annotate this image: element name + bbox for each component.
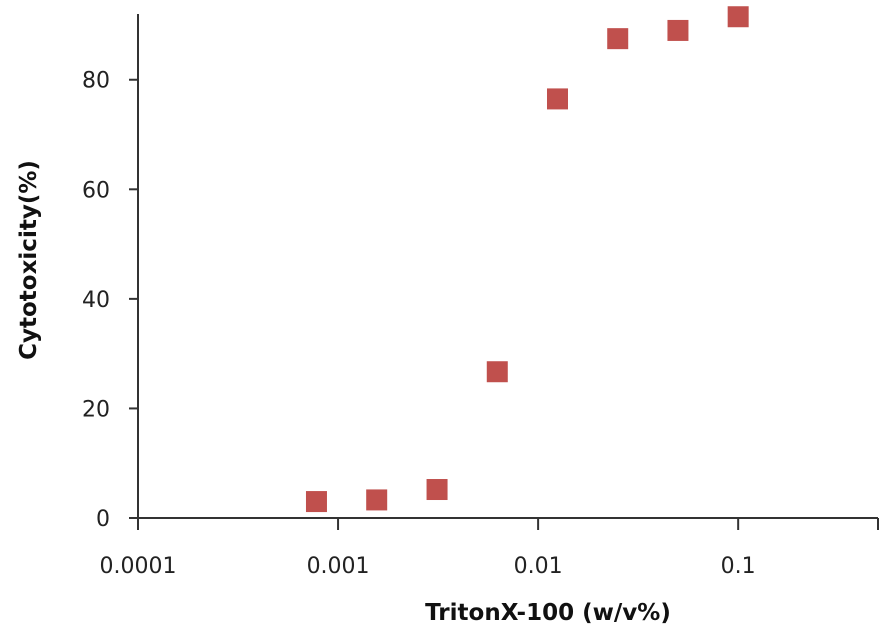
y-axis-title: Cytotoxicity(%)	[16, 160, 42, 360]
axes	[137, 14, 878, 519]
y-tick-label: 80	[82, 69, 110, 94]
x-tick-label: 0.1	[721, 554, 756, 579]
x-tick-label: 0.01	[514, 554, 563, 579]
data-point	[486, 361, 508, 383]
data-points	[305, 6, 749, 513]
ticks: 0 20 40 60 80 0.0001 0.001 0.01 0.1	[82, 69, 879, 579]
x-tick-label: 0.001	[307, 554, 370, 579]
data-point	[607, 28, 629, 50]
x-axis-title: TritonX-100 (w/v%)	[425, 600, 671, 626]
y-tick-label: 20	[82, 397, 110, 422]
y-tick-label: 0	[96, 507, 110, 532]
x-tick-label: 0.0001	[100, 554, 177, 579]
data-point	[667, 19, 689, 41]
data-point	[366, 489, 388, 511]
data-point	[546, 88, 568, 110]
data-point	[305, 491, 327, 513]
y-tick-label: 40	[82, 288, 110, 313]
data-point	[426, 479, 448, 501]
y-tick-label: 60	[82, 178, 110, 203]
data-point	[727, 6, 749, 28]
